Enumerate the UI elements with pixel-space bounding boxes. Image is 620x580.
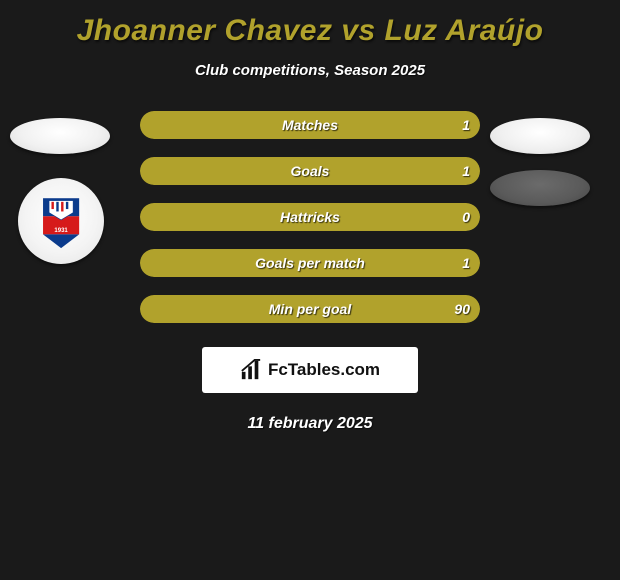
- stat-row: Matches1: [140, 111, 480, 139]
- stats-container: Matches1Goals1Hattricks0Goals per match1…: [140, 111, 480, 323]
- stat-row: Hattricks0: [140, 203, 480, 231]
- page-title: Jhoanner Chavez vs Luz Araújo: [0, 0, 620, 48]
- bar-chart-icon: [240, 359, 262, 381]
- player-placeholder-mid-right: [490, 170, 590, 206]
- stat-row: Goals1: [140, 157, 480, 185]
- date: 11 february 2025: [0, 415, 620, 433]
- stat-label: Goals: [140, 163, 480, 179]
- player-placeholder-left: [10, 118, 110, 154]
- club-badge-year: 1931: [54, 228, 68, 234]
- subtitle: Club competitions, Season 2025: [0, 62, 620, 79]
- stat-label: Min per goal: [140, 301, 480, 317]
- club-badge: 1931: [18, 178, 104, 264]
- fctables-watermark: FcTables.com: [202, 347, 418, 393]
- stat-row: Min per goal90: [140, 295, 480, 323]
- stat-label: Goals per match: [140, 255, 480, 271]
- stat-value-right: 90: [454, 301, 470, 317]
- club-badge-svg: 1931: [31, 191, 91, 251]
- stat-label: Hattricks: [140, 209, 480, 225]
- stat-value-right: 1: [462, 163, 470, 179]
- stat-label: Matches: [140, 117, 480, 133]
- player-placeholder-right: [490, 118, 590, 154]
- stat-row: Goals per match1: [140, 249, 480, 277]
- stat-value-right: 1: [462, 255, 470, 271]
- fctables-label: FcTables.com: [268, 360, 380, 380]
- stat-value-right: 0: [462, 209, 470, 225]
- stat-value-right: 1: [462, 117, 470, 133]
